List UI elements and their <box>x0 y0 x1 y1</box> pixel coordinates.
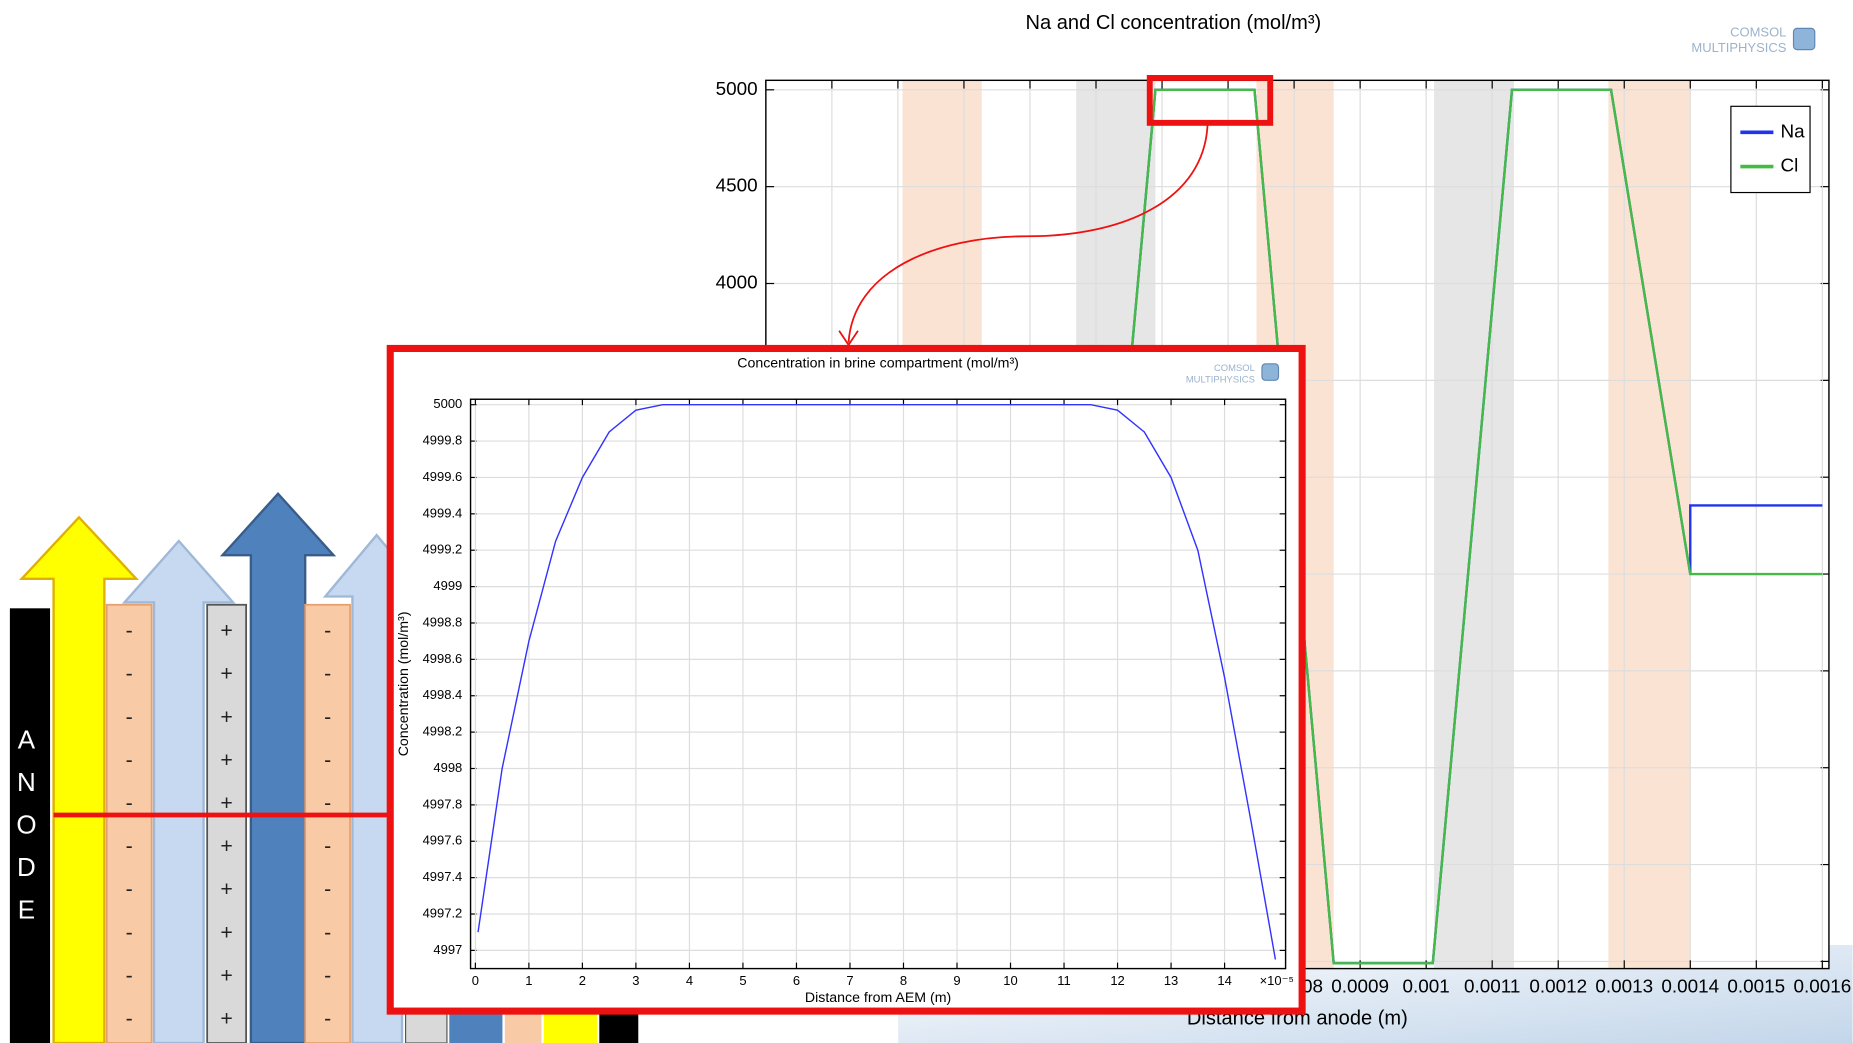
membrane-sign: + <box>220 662 232 686</box>
x-tick-label: 7 <box>846 973 853 988</box>
membrane-sign: - <box>126 748 133 772</box>
logo-text: MULTIPHYSICS <box>1691 40 1786 55</box>
x-tick-label: 12 <box>1110 973 1124 988</box>
membrane-sign: - <box>126 705 133 729</box>
logo-icon <box>1262 364 1279 381</box>
membrane-sign: + <box>220 920 232 944</box>
membrane-sign: + <box>220 1007 232 1031</box>
x-tick-label: 10 <box>1003 973 1017 988</box>
membrane-sign: - <box>126 619 133 643</box>
x-tick-label: 8 <box>900 973 907 988</box>
membrane-sign: - <box>324 705 331 729</box>
membrane-sign: - <box>126 1007 133 1031</box>
x-tick-label: 4 <box>686 973 693 988</box>
membrane-sign: - <box>126 963 133 987</box>
y-tick-label: 4997 <box>433 942 462 957</box>
inset-chart: 49974997.24997.44997.64997.849984998.249… <box>390 348 1302 1011</box>
logo-icon <box>1794 28 1815 49</box>
membrane-sign: + <box>220 705 232 729</box>
anode-letter: N <box>17 767 36 797</box>
membrane-sign: - <box>126 791 133 815</box>
band <box>1608 80 1690 968</box>
x-tick-label: 14 <box>1217 973 1231 988</box>
legend-box <box>1731 106 1810 192</box>
x-tick-label: 0.001 <box>1403 976 1450 997</box>
y-tick-label: 4998.2 <box>423 724 463 739</box>
x-tick-label: 0.0012 <box>1529 976 1587 997</box>
x-tick-label: 9 <box>953 973 960 988</box>
x-tick-label: 0.0013 <box>1595 976 1653 997</box>
membrane-sign: - <box>324 662 331 686</box>
x-tick-label: 0 <box>472 973 479 988</box>
band <box>1434 80 1514 968</box>
membrane-sign: - <box>324 963 331 987</box>
x-tick-label: 1 <box>525 973 532 988</box>
legend-label: Cl <box>1781 156 1799 177</box>
logo-text: COMSOL <box>1730 25 1786 40</box>
membrane-sign: - <box>324 619 331 643</box>
membrane-sign: + <box>220 748 232 772</box>
x-tick-label: 0.0015 <box>1727 976 1785 997</box>
membrane-sign: + <box>220 963 232 987</box>
x-tick-label: 3 <box>632 973 639 988</box>
x-axis-label: Distance from AEM (m) <box>805 990 951 1006</box>
anode-letter: O <box>16 810 36 840</box>
membrane-sign: - <box>126 920 133 944</box>
membrane-sign: + <box>220 619 232 643</box>
plot-area <box>471 399 1286 968</box>
membrane-sign: - <box>126 877 133 901</box>
y-tick-label: 4998.6 <box>423 651 463 666</box>
membrane-sign: - <box>324 834 331 858</box>
membrane-sign: - <box>324 1007 331 1031</box>
y-tick-label: 4999.2 <box>423 542 463 557</box>
membrane-sign: - <box>324 877 331 901</box>
x-tick-label: 0.0016 <box>1793 976 1851 997</box>
chart-title: Concentration in brine compartment (mol/… <box>737 356 1019 372</box>
y-tick-label: 4999.6 <box>423 469 463 484</box>
x-multiplier: ×10⁻⁵ <box>1260 973 1294 988</box>
x-tick-label: 6 <box>793 973 800 988</box>
legend-label: Na <box>1781 121 1806 142</box>
membrane-sign: - <box>126 662 133 686</box>
membrane-sign: - <box>324 920 331 944</box>
y-tick-label: 4997.6 <box>423 833 463 848</box>
y-tick-label: 4998.8 <box>423 614 463 629</box>
membrane-sign: - <box>324 791 331 815</box>
membrane-sign: + <box>220 791 232 815</box>
logo-text: MULTIPHYSICS <box>1186 374 1255 385</box>
y-tick-label: 4997.4 <box>423 869 463 884</box>
x-tick-label: 11 <box>1057 973 1070 988</box>
y-tick-label: 4997.2 <box>423 905 463 920</box>
x-tick-label: 13 <box>1164 973 1178 988</box>
y-tick-label: 5000 <box>433 396 462 411</box>
x-tick-label: 2 <box>579 973 586 988</box>
x-tick-label: 0.0009 <box>1331 976 1389 997</box>
y-tick-label: 4997.8 <box>423 796 463 811</box>
chart-title: Na and Cl concentration (mol/m³) <box>1026 12 1322 34</box>
y-axis-label: Concentration (mol/m³) <box>396 612 412 757</box>
anode-letter: D <box>17 852 36 882</box>
y-tick-label: 4998.4 <box>423 687 463 702</box>
x-tick-label: 5 <box>739 973 746 988</box>
y-tick-label: 4500 <box>716 176 758 197</box>
anode-letter: E <box>18 895 35 925</box>
membrane-sign: - <box>126 834 133 858</box>
y-tick-label: 5000 <box>716 79 758 100</box>
anode-letter: A <box>18 725 36 755</box>
membrane-sign: + <box>220 834 232 858</box>
membrane-sign: + <box>220 877 232 901</box>
y-tick-label: 4999 <box>433 578 462 593</box>
y-tick-label: 4000 <box>716 272 758 293</box>
slide: 5001000150020002500300035004000450050000… <box>0 0 1853 1043</box>
x-tick-label: 0.0011 <box>1464 976 1520 997</box>
y-tick-label: 4999.8 <box>423 433 463 448</box>
logo-text: COMSOL <box>1214 363 1255 374</box>
y-tick-label: 4998 <box>433 760 462 775</box>
y-tick-label: 4999.4 <box>423 505 463 520</box>
x-tick-label: 0.0014 <box>1661 976 1719 997</box>
membrane-sign: - <box>324 748 331 772</box>
